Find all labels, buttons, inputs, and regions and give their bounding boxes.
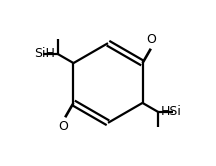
Text: O: O xyxy=(147,33,157,46)
Text: O: O xyxy=(59,120,68,133)
Text: SiH: SiH xyxy=(34,47,55,60)
Text: HSi: HSi xyxy=(161,105,182,118)
